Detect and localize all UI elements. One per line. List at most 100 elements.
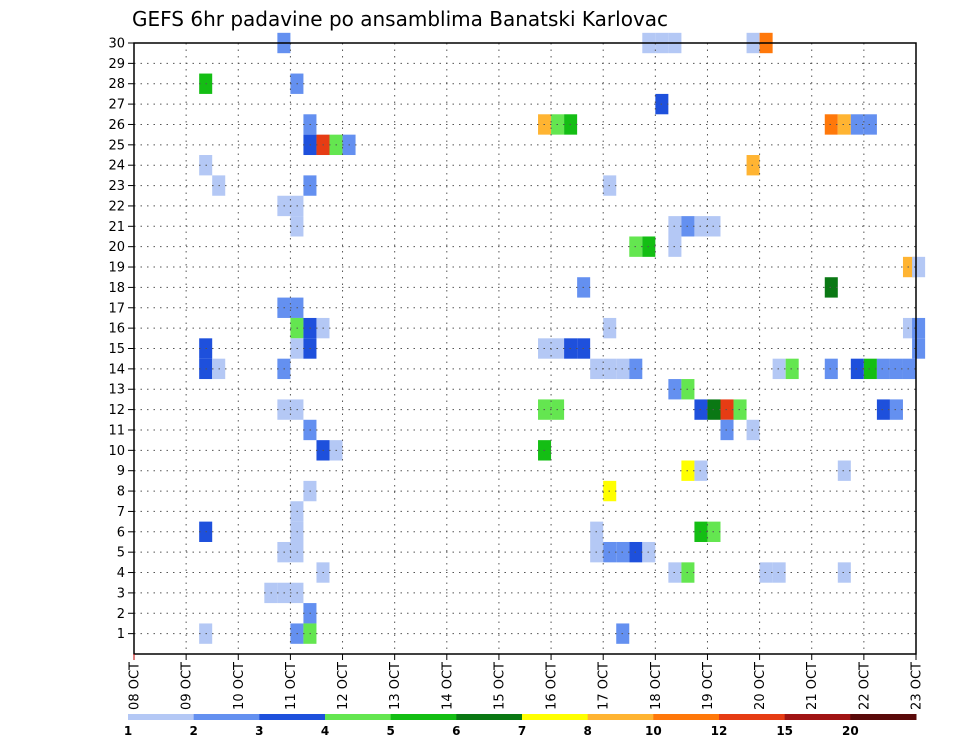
legend-label: 2 <box>189 724 197 738</box>
y-tick-label: 6 <box>117 525 125 540</box>
precip-cell <box>733 399 747 420</box>
precip-cell <box>772 562 786 583</box>
legend-swatch <box>259 714 326 720</box>
x-tick-label: 20 OCT <box>753 662 768 710</box>
legend-label: 4 <box>321 724 329 738</box>
legend-label: 20 <box>842 724 859 738</box>
precip-cell <box>837 460 851 481</box>
y-tick-label: 9 <box>117 464 125 479</box>
y-tick-label: 4 <box>117 566 125 581</box>
precip-cell <box>837 562 851 583</box>
precip-cell <box>850 114 864 135</box>
y-tick-label: 30 <box>108 37 125 52</box>
y-tick-label: 7 <box>117 505 125 520</box>
y-tick-label: 23 <box>108 179 125 194</box>
y-tick-label: 11 <box>108 423 125 438</box>
y-tick-label: 5 <box>117 546 125 561</box>
x-tick-label: 17 OCT <box>597 662 612 710</box>
y-tick-label: 22 <box>108 199 125 214</box>
y-tick-label: 14 <box>108 362 125 377</box>
x-axis: 08 OCT 09 OCT 10 OCT 11 OCT 12 OCT 13 OCT 14 O… <box>128 654 925 710</box>
y-tick-label: 28 <box>108 77 125 92</box>
legend-label: 1 <box>124 724 132 738</box>
legend-label: 6 <box>452 724 460 738</box>
x-tick-label: 16 OCT <box>545 662 560 710</box>
y-tick-label: 12 <box>108 403 125 418</box>
plot-cells <box>199 32 926 644</box>
legend-label: 15 <box>776 724 793 738</box>
legend-label: 10 <box>645 724 662 738</box>
precip-cell <box>863 358 877 380</box>
precip-cell <box>824 277 838 298</box>
x-tick-label: 14 OCT <box>440 662 455 710</box>
legend-swatch <box>719 714 786 720</box>
x-tick-label: 18 OCT <box>649 662 664 710</box>
y-tick-label: 13 <box>108 383 125 398</box>
y-tick-label: 17 <box>108 301 125 316</box>
precip-cell <box>876 358 890 380</box>
legend-swatch <box>128 714 195 720</box>
precip-cell <box>785 358 799 380</box>
x-tick-label: 11 OCT <box>284 662 299 710</box>
precip-cell <box>720 399 734 420</box>
precip-cell <box>837 114 851 135</box>
chart-title: GEFS 6hr padavine po ansamblima Banatski… <box>132 7 668 31</box>
x-tick-label: 15 OCT <box>492 662 507 710</box>
precip-cell <box>850 358 864 380</box>
legend-swatch <box>784 714 851 720</box>
y-tick-label: 20 <box>108 240 125 255</box>
legend-swatch <box>456 714 523 720</box>
y-tick-label: 26 <box>108 118 125 133</box>
precip-cell <box>824 114 838 135</box>
y-tick-label: 1 <box>117 627 125 642</box>
x-tick-label: 21 OCT <box>805 662 820 710</box>
precip-cell <box>863 114 877 135</box>
legend-label: 12 <box>711 724 728 738</box>
plot-grid <box>134 43 916 654</box>
y-tick-label: 3 <box>117 586 125 601</box>
precip-cell <box>824 358 838 380</box>
precip-cell <box>772 358 786 380</box>
legend-swatch <box>193 714 260 720</box>
color-legend: 1 2 3 4 5 6 7 8 10 12 15 20 <box>124 714 917 738</box>
legend-label: 8 <box>583 724 591 738</box>
legend-label: 3 <box>255 724 263 738</box>
x-tick-label: 19 OCT <box>701 662 716 710</box>
legend-swatch <box>653 714 720 720</box>
precip-cell <box>759 562 773 583</box>
y-tick-label: 15 <box>108 342 125 357</box>
y-tick-label: 21 <box>108 220 125 235</box>
x-tick-label: 22 OCT <box>857 662 872 710</box>
y-tick-label: 16 <box>108 322 125 337</box>
legend-swatch <box>390 714 457 720</box>
precip-cell <box>902 358 916 380</box>
y-tick-label: 19 <box>108 261 125 276</box>
precip-cell <box>720 419 734 441</box>
y-tick-label: 2 <box>117 607 125 622</box>
x-tick-label: 10 OCT <box>232 662 247 710</box>
precip-cell <box>889 358 903 380</box>
y-tick-label: 8 <box>117 485 125 500</box>
legend-label: 5 <box>386 724 394 738</box>
x-tick-label: 12 OCT <box>336 662 351 710</box>
y-tick-label: 25 <box>108 138 125 153</box>
y-tick-label: 24 <box>108 159 125 174</box>
x-tick-label: 23 OCT <box>910 662 925 710</box>
x-tick-label: 13 OCT <box>388 662 403 710</box>
legend-label: 7 <box>518 724 526 738</box>
legend-swatch <box>850 714 917 720</box>
y-axis: 1234567891011121314151617181920212223242… <box>108 37 134 642</box>
y-tick-label: 10 <box>108 444 125 459</box>
precip-cell <box>889 399 903 420</box>
x-tick-label: 09 OCT <box>180 662 195 710</box>
legend-swatch <box>325 714 392 720</box>
precip-cell <box>746 419 760 441</box>
y-tick-label: 29 <box>108 57 125 72</box>
precip-cell <box>876 399 890 420</box>
legend-swatch <box>522 714 589 720</box>
y-tick-label: 18 <box>108 281 125 296</box>
x-tick-label: 08 OCT <box>128 662 143 710</box>
y-tick-label: 27 <box>108 98 125 113</box>
legend-swatch <box>587 714 654 720</box>
